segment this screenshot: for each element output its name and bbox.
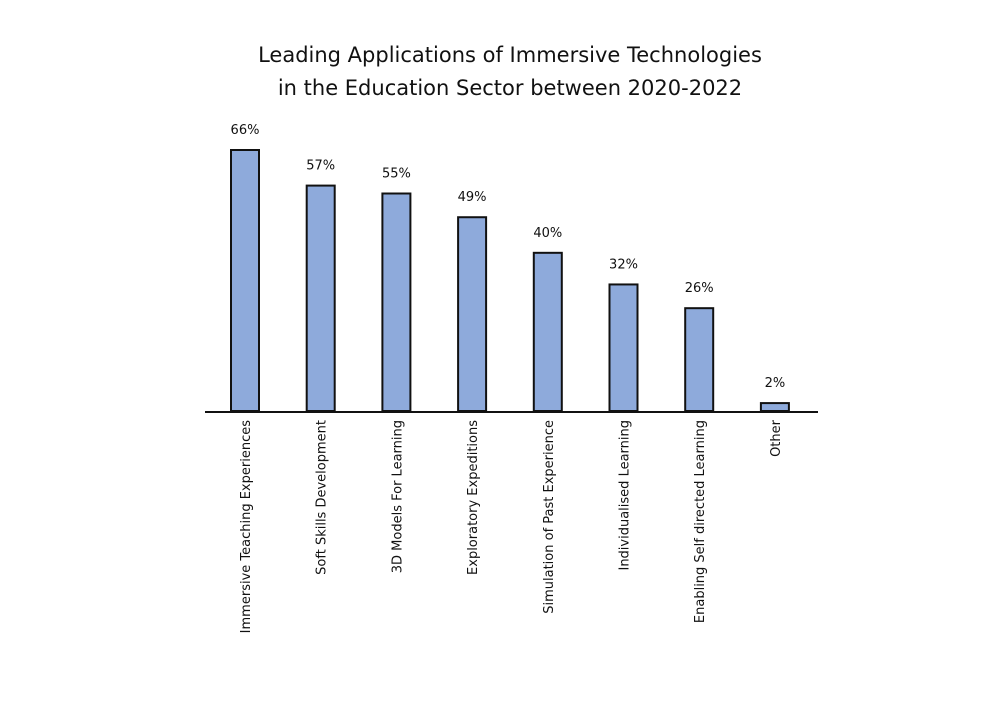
category-label-4: Exploratory Expeditions bbox=[466, 420, 481, 575]
category-label-2: Soft Skills Development bbox=[315, 420, 330, 575]
chart-title-line-2: in the Education Sector between 2020-202… bbox=[278, 76, 742, 100]
data-label-1: 66% bbox=[231, 123, 260, 138]
category-label-7: Enabling Self directed Learning bbox=[693, 420, 708, 623]
category-label-5: Simulation of Past Experience bbox=[542, 420, 557, 614]
data-label-6: 32% bbox=[609, 257, 638, 272]
bar-2 bbox=[305, 184, 336, 412]
category-label-1: Immersive Teaching Experiences bbox=[239, 420, 254, 634]
data-label-8: 2% bbox=[765, 376, 786, 391]
bar-8 bbox=[759, 402, 790, 413]
bar-3 bbox=[381, 192, 412, 412]
bar-4 bbox=[457, 216, 488, 412]
category-label-6: Individualised Learning bbox=[618, 420, 633, 571]
category-label-8: Other bbox=[769, 419, 784, 457]
chart-title-line-1: Leading Applications of Immersive Techno… bbox=[258, 43, 762, 67]
data-label-4: 49% bbox=[458, 190, 487, 205]
data-label-2: 57% bbox=[306, 159, 335, 174]
data-label-7: 26% bbox=[685, 281, 714, 296]
data-label-3: 55% bbox=[382, 167, 411, 182]
bar-1 bbox=[230, 149, 260, 412]
bar-7 bbox=[684, 307, 715, 413]
category-label-3: 3D Models For Learning bbox=[390, 420, 405, 573]
data-label-5: 40% bbox=[533, 226, 562, 241]
bar-6 bbox=[608, 283, 639, 413]
bar-5 bbox=[532, 251, 563, 412]
bars: 66% Immersive Teaching Experiences 57% Soft… bbox=[230, 123, 790, 634]
